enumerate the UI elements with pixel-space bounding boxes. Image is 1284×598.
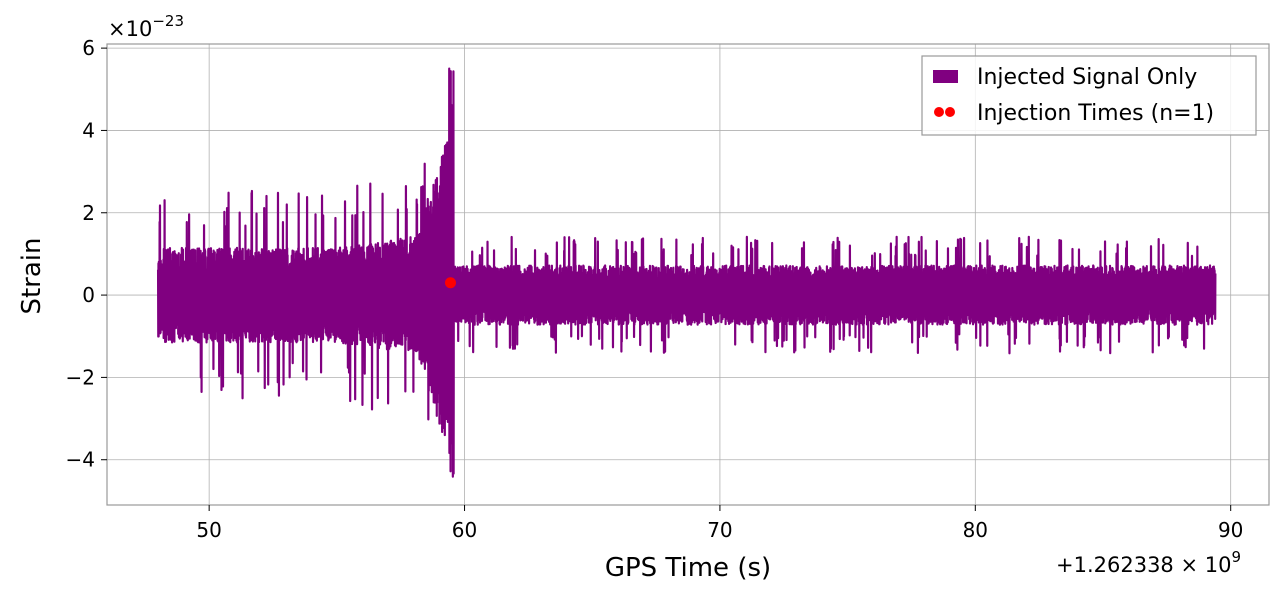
y-tick-label: −4 (66, 448, 95, 472)
x-tick-label: 70 (707, 518, 732, 542)
injection-time-marker (444, 277, 456, 289)
y-axis-ticks: −4 −2 0 2 4 6 (66, 36, 107, 472)
y-tick-label: 6 (82, 36, 95, 60)
x-tick-label: 80 (963, 518, 988, 542)
x-offset-label: +1.262338 × 109 (1056, 548, 1241, 577)
legend-marker-injection-times-2 (945, 107, 955, 117)
axes-frame (106, 43, 1270, 506)
x-tick-label: 50 (196, 518, 221, 542)
x-tick-label: 60 (452, 518, 477, 542)
x-axis-ticks: 50 60 70 80 90 (196, 505, 1243, 542)
y-tick-label: 4 (82, 118, 95, 142)
y-axis-label: Strain (17, 237, 47, 314)
legend-label-injection-times: Injection Times (n=1) (977, 101, 1214, 126)
y-tick-label: 2 (82, 201, 95, 225)
y-tick-label: 0 (82, 283, 95, 307)
legend: Injected Signal Only Injection Times (n=… (921, 55, 1257, 136)
x-axis-label: GPS Time (s) (605, 553, 771, 583)
legend-swatch-injected-signal (933, 70, 958, 83)
strain-series-line (156, 67, 1217, 478)
legend-frame (921, 55, 1257, 136)
legend-label-injected-signal: Injected Signal Only (977, 65, 1197, 90)
legend-marker-injection-times (934, 107, 944, 117)
y-tick-label: −2 (66, 365, 95, 389)
y-multiplier-label: ×10−23 (108, 12, 184, 41)
x-tick-label: 90 (1218, 518, 1243, 542)
